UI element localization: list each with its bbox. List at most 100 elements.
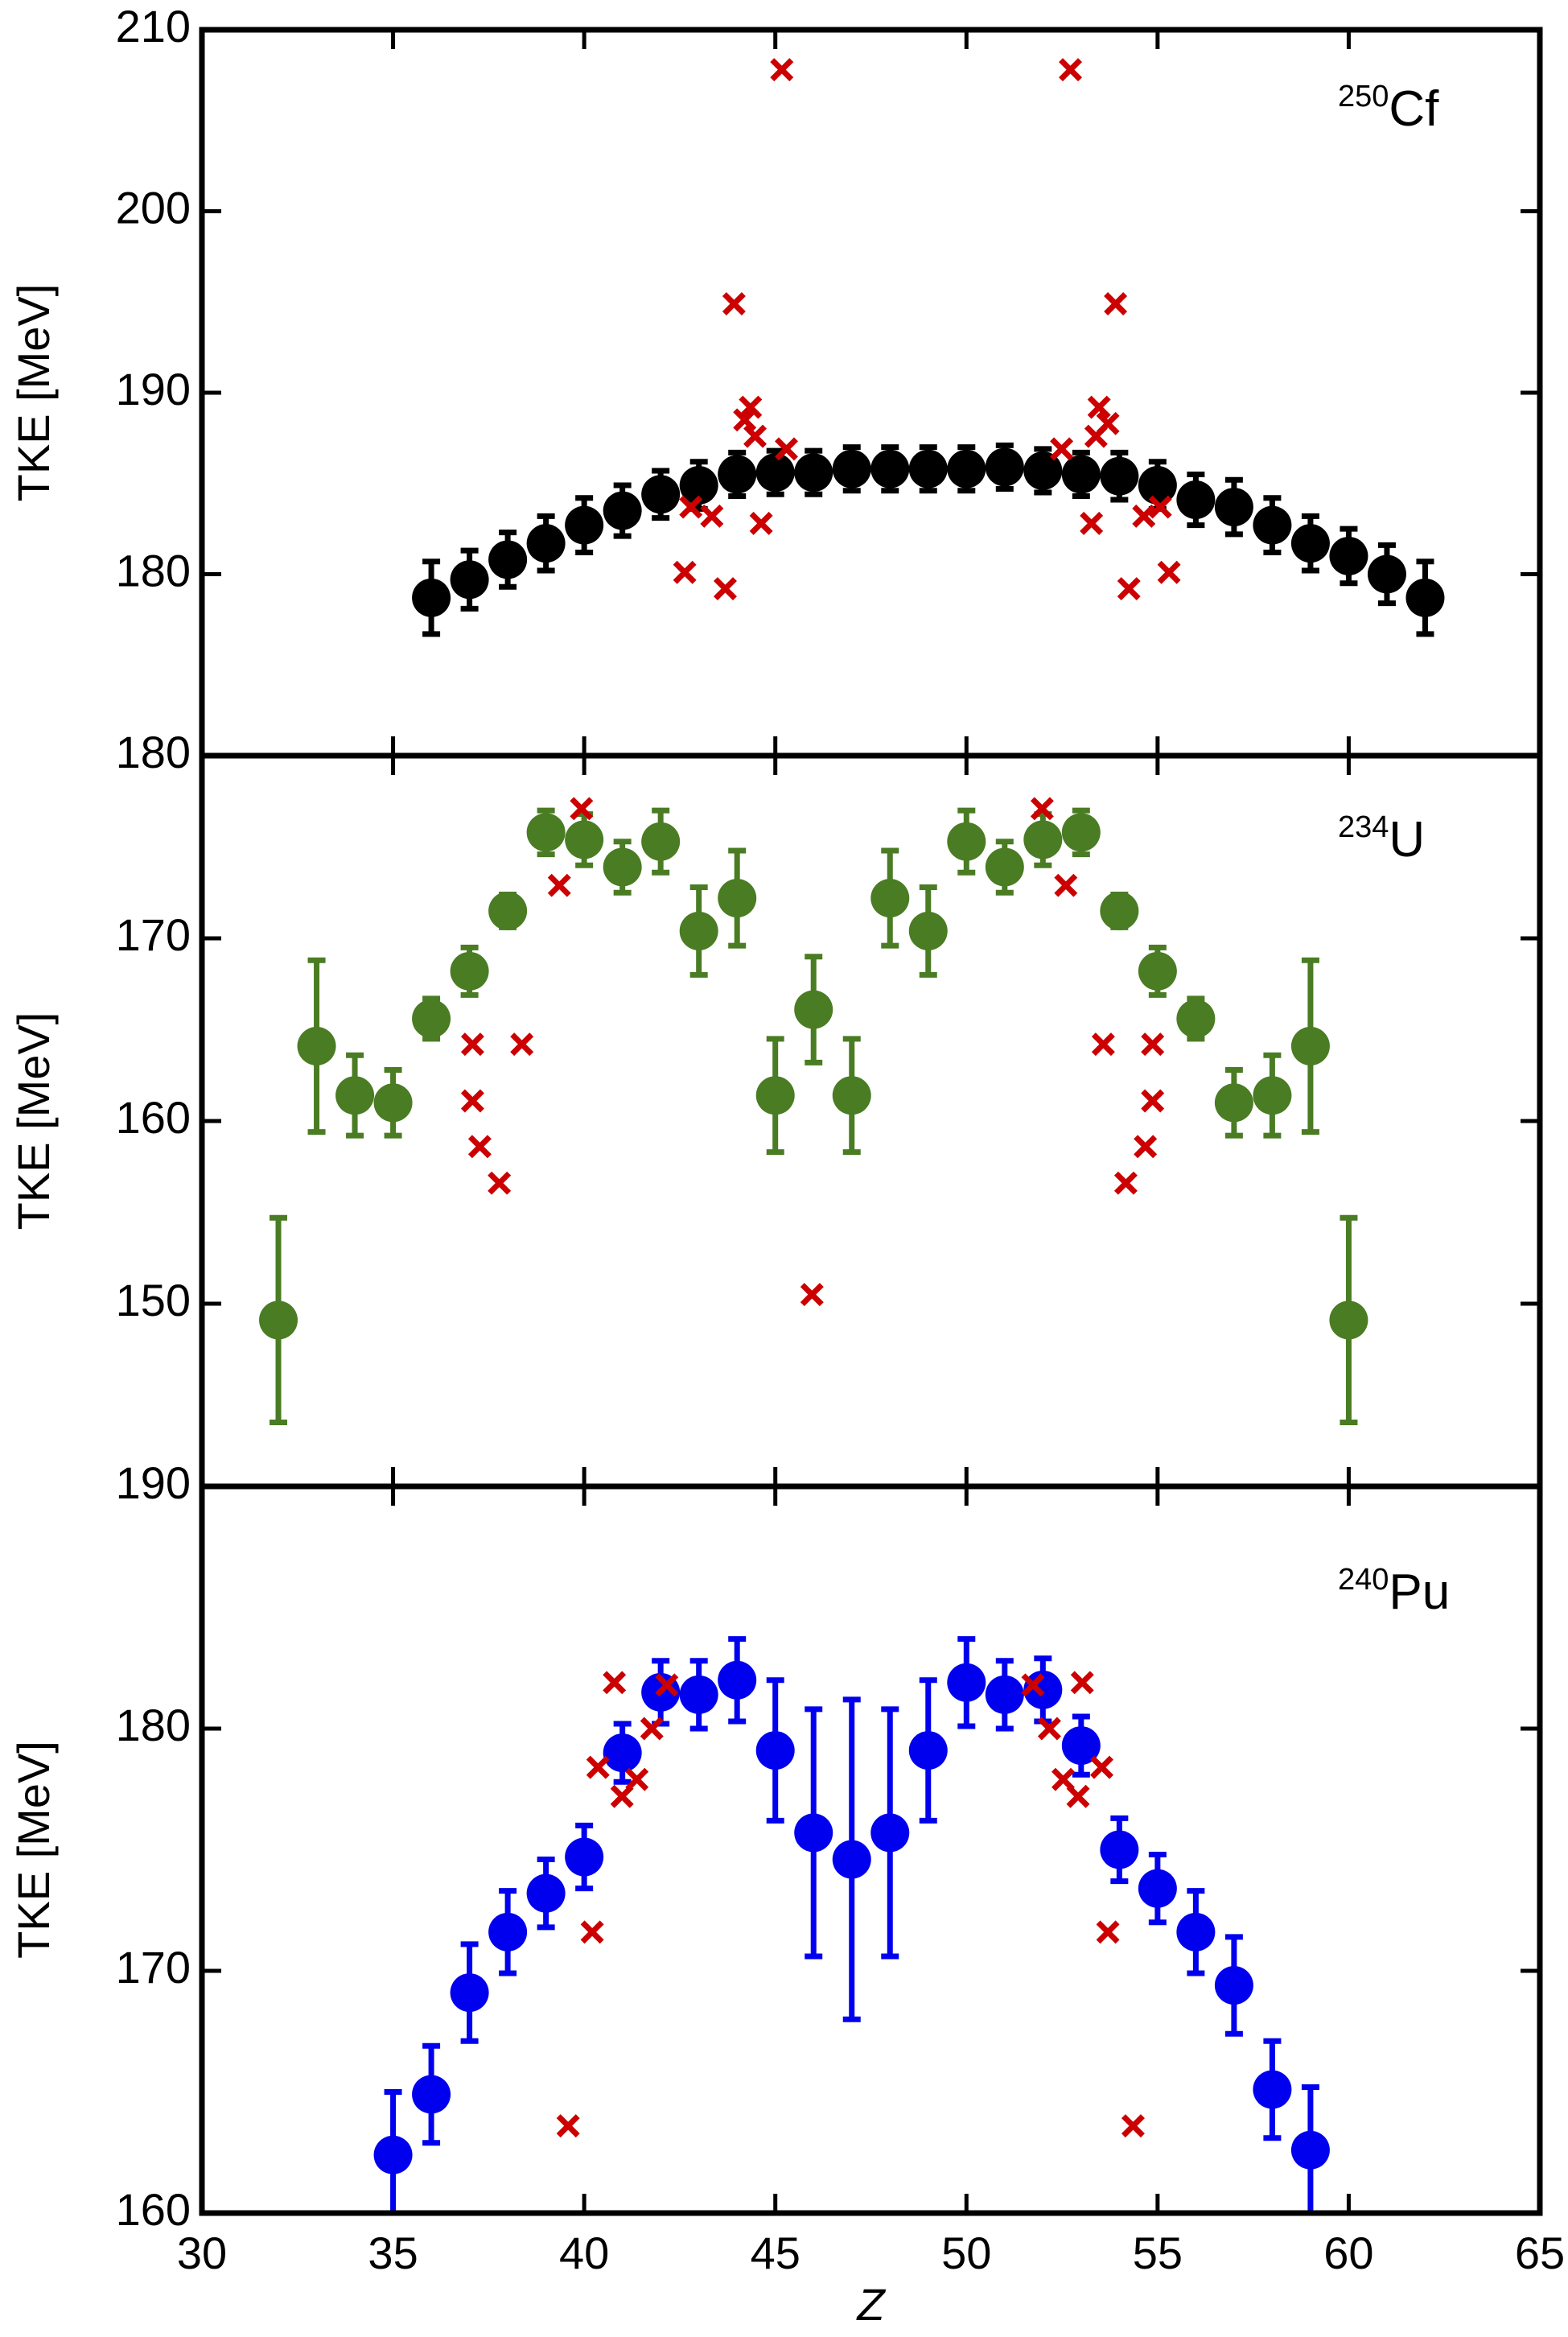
data-point (259, 1300, 298, 1340)
cross-marker (1030, 797, 1054, 821)
data-point (1176, 480, 1216, 520)
y-tick-label: 190 (116, 1457, 191, 1508)
data-point (1253, 505, 1292, 545)
data-point (679, 1675, 718, 1714)
y-axis-label: TKE [MeV] (8, 1741, 59, 1959)
cross-marker (1104, 292, 1128, 315)
cross-marker (1091, 1032, 1115, 1057)
data-point (1253, 1076, 1292, 1115)
plot-frame (199, 1483, 1543, 2216)
y-tick-label: 210 (116, 1, 191, 52)
data-point (603, 1733, 642, 1773)
cross-marker (1066, 1784, 1090, 1808)
data-point (1176, 1912, 1216, 1952)
data-point (679, 466, 718, 505)
cross-marker (1141, 1032, 1165, 1057)
data-point (1061, 813, 1101, 852)
cross-marker (743, 424, 768, 448)
cross-marker (1021, 1673, 1045, 1697)
data-point (1367, 554, 1406, 594)
data-point (679, 911, 718, 950)
cross-marker (749, 511, 773, 535)
data-point (1405, 578, 1445, 617)
plot-frame (199, 27, 1543, 759)
data-point (870, 1813, 910, 1853)
cross-marker (1134, 1135, 1158, 1159)
y-tick-label: 160 (116, 2184, 191, 2235)
data-point (947, 449, 986, 488)
cross-marker (1087, 395, 1111, 419)
y-tick-label: 170 (116, 909, 191, 960)
cross-marker (722, 292, 746, 315)
data-point (565, 1837, 604, 1877)
y-axis-label: TKE [MeV] (8, 1012, 59, 1230)
y-tick-label: 170 (116, 1942, 191, 1993)
data-point (832, 1076, 871, 1115)
data-point (1290, 1026, 1330, 1065)
data-point (1100, 456, 1139, 496)
cross-marker (1090, 1755, 1113, 1779)
data-point (794, 453, 833, 493)
x-tick-label: 55 (1133, 2228, 1183, 2278)
data-point (1214, 1966, 1253, 2005)
data-point (488, 891, 528, 930)
cross-marker (1054, 873, 1078, 897)
data-point (565, 820, 604, 859)
x-tick-label: 35 (368, 2228, 418, 2278)
label-mass: 250 (1338, 80, 1389, 113)
panel: 160 170 180 190 30 35 40 45 50 55 60 65 Z TKE [MeV] 24… (8, 1457, 1565, 2330)
data-point (908, 449, 948, 488)
data-point (1253, 2070, 1292, 2109)
y-tick-label: 180 (116, 727, 191, 777)
data-point (335, 1076, 375, 1115)
data (412, 58, 1445, 637)
data (259, 797, 1368, 1426)
data-point (985, 847, 1024, 887)
cross-marker (1096, 1920, 1120, 1944)
data-point (450, 951, 489, 991)
data-point (297, 1026, 336, 1065)
y-tick-label: 180 (116, 1700, 191, 1750)
data-point (985, 1675, 1024, 1714)
cross-marker (700, 504, 724, 528)
y-tick-label: 150 (116, 1275, 191, 1325)
data-point (1023, 820, 1063, 859)
cross-marker (460, 1089, 484, 1113)
cross-marker (580, 1920, 604, 1944)
data-point (1214, 488, 1253, 527)
data-point (526, 813, 566, 852)
data-point (603, 847, 642, 887)
x-tick-label: 65 (1515, 2228, 1565, 2278)
cross-marker (739, 395, 763, 419)
cross-marker (603, 1671, 627, 1695)
data-point (1061, 1726, 1101, 1766)
data-point (450, 560, 489, 600)
cross-marker (770, 58, 794, 82)
y-axis-label: TKE [MeV] (8, 284, 59, 502)
panel-label: 234U (1338, 810, 1425, 868)
data-point (718, 879, 757, 918)
cross-marker (610, 1784, 634, 1808)
cross-marker (467, 1135, 492, 1159)
label-element: U (1389, 812, 1425, 868)
data-point (526, 1873, 566, 1913)
cross-marker (679, 495, 703, 519)
data-point (870, 449, 910, 488)
data-point (412, 2075, 451, 2114)
data-point (1138, 1869, 1177, 1908)
cross-marker (547, 873, 571, 897)
data-point (1214, 1083, 1253, 1123)
y-tick-label: 200 (116, 182, 191, 233)
x-tick-label: 40 (559, 2228, 609, 2278)
data-point (1138, 466, 1177, 505)
data-point (947, 822, 986, 861)
label-element: Pu (1389, 1564, 1450, 1620)
cross-marker (1050, 437, 1074, 461)
data-point (373, 2135, 413, 2174)
y-tick-label: 190 (116, 364, 191, 414)
data-point (718, 455, 757, 494)
data-point (755, 1731, 795, 1770)
cross-marker (800, 1283, 824, 1307)
data-point (1100, 1830, 1139, 1869)
data-point (603, 491, 642, 530)
